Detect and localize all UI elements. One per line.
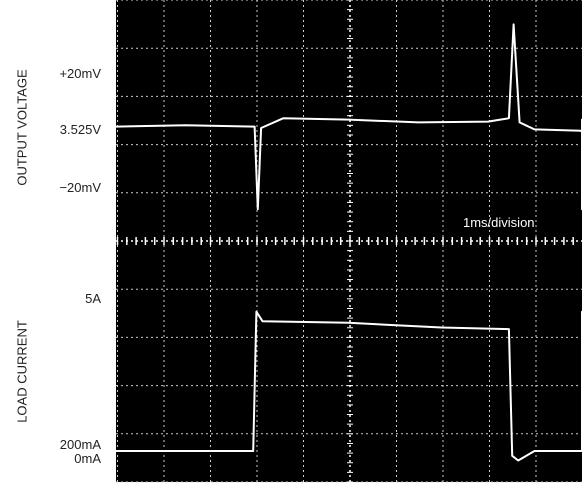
tick-label-200ma: 200mA bbox=[59, 437, 101, 452]
tick-label-plus-20mv: +20mV bbox=[59, 66, 101, 81]
tick-label-5a: 5A bbox=[85, 291, 101, 306]
tick-label-3525v: 3.525V bbox=[59, 122, 101, 137]
grid bbox=[116, 0, 582, 483]
tick-label-minus-20mv: −20mV bbox=[59, 180, 101, 195]
output-voltage-trace bbox=[115, 23, 582, 211]
load-current-trace bbox=[116, 310, 582, 462]
traces bbox=[115, 23, 582, 462]
tick-label-0ma: 0mA bbox=[74, 451, 101, 466]
time-division-annotation: 1ms/division bbox=[463, 215, 535, 230]
